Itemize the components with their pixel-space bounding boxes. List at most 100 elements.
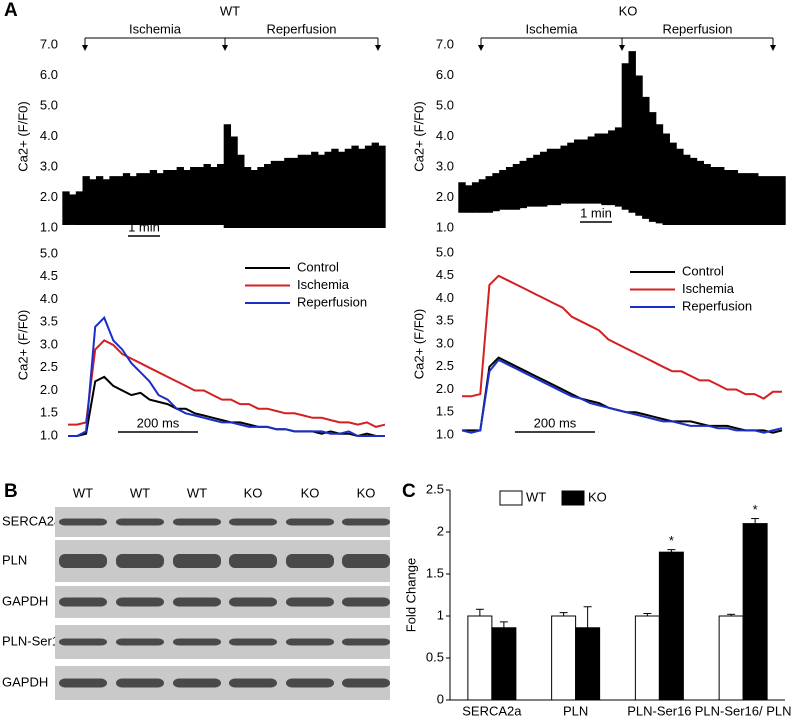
bar: [467, 615, 493, 701]
bar: [718, 615, 744, 701]
x-tick-label: SERCA2a: [462, 703, 522, 718]
legend-label: Control: [682, 263, 724, 278]
lane-label: WT: [187, 485, 207, 500]
blot-band: [59, 678, 107, 688]
legend-swatch: [561, 490, 585, 506]
y-tick-label: 0.5: [426, 649, 444, 664]
y-axis-label: Ca2+ (F/F0): [411, 309, 426, 379]
row-label: SERCA2a: [2, 513, 62, 528]
blot-band: [229, 597, 277, 607]
y-axis-label: Ca2+ (F/F0): [15, 101, 30, 171]
panel-label: B: [4, 481, 18, 502]
blot-strip: [55, 507, 390, 537]
lane-label: KO: [244, 485, 263, 500]
legend-label: Reperfusion: [682, 298, 752, 313]
lane-label: KO: [301, 485, 320, 500]
y-tick-label: 5.0: [436, 244, 454, 259]
phase-arrowhead: [222, 45, 228, 51]
y-tick-label: 1.5: [436, 404, 454, 419]
y-tick-label: 1.0: [40, 219, 58, 234]
blot-band: [229, 678, 277, 688]
blot-band: [59, 518, 107, 526]
legend-label: Control: [297, 259, 339, 274]
x-tick-label: PLN: [563, 703, 588, 718]
lane-label: KO: [357, 485, 376, 500]
phase-label: Reperfusion: [266, 21, 336, 36]
bar: [742, 523, 768, 701]
bar: [658, 551, 684, 701]
blot-strip: [55, 540, 390, 582]
phase-arrowhead: [375, 45, 381, 51]
legend-label: Ischemia: [297, 277, 350, 292]
legend-swatch: [499, 490, 523, 506]
y-tick-label: 2.5: [436, 358, 454, 373]
blot-band: [342, 638, 390, 646]
blot-band: [286, 518, 334, 526]
panel-label: A: [4, 0, 18, 21]
blot-band: [286, 597, 334, 607]
y-tick-label: 1: [437, 607, 444, 622]
y-tick-label: 3.0: [40, 336, 58, 351]
blot-band: [116, 554, 164, 568]
lane-label: WT: [130, 485, 150, 500]
y-tick-label: 1.5: [426, 565, 444, 580]
data-line: [68, 375, 385, 438]
blot-band: [173, 597, 221, 607]
y-tick-label: 4.0: [40, 291, 58, 306]
y-axis-label: Ca2+ (F/F0): [411, 101, 426, 171]
chart-title: KO: [619, 3, 638, 18]
scale-bar-label: 200 ms: [534, 415, 577, 430]
y-tick-label: 6.0: [436, 67, 454, 82]
y-tick-label: 3.0: [436, 335, 454, 350]
blot-band: [173, 638, 221, 646]
y-tick-label: 4.5: [436, 267, 454, 282]
blot-band: [116, 518, 164, 526]
y-tick-label: 7.0: [40, 36, 58, 51]
y-tick-label: 1.0: [40, 427, 58, 442]
y-tick-label: 1.0: [436, 219, 454, 234]
phase-arrowhead: [478, 45, 484, 51]
y-tick-label: 4.0: [40, 128, 58, 143]
y-tick-label: 2.5: [426, 481, 444, 496]
phase-label: Ischemia: [129, 21, 182, 36]
bar: [575, 627, 601, 701]
bar: [634, 615, 660, 701]
y-tick-label: 0: [437, 691, 444, 706]
y-tick-label: 2.0: [436, 381, 454, 396]
phase-label: Ischemia: [525, 21, 578, 36]
y-axis-label: Ca2+ (F/F0): [15, 310, 30, 380]
phase-arrowhead: [770, 45, 776, 51]
bar: [551, 615, 577, 701]
blot-band: [59, 638, 107, 646]
chart-title: WT: [220, 3, 240, 18]
row-label: PLN: [2, 552, 27, 567]
blot-band: [116, 597, 164, 607]
blot-band: [173, 678, 221, 688]
blot-band: [59, 554, 107, 568]
y-tick-label: 4.0: [436, 290, 454, 305]
y-tick-label: 3.0: [40, 158, 58, 173]
y-axis-label: Fold Change: [403, 558, 418, 632]
blot-band: [229, 518, 277, 526]
blot-strip: [55, 666, 390, 700]
data-line: [462, 356, 783, 434]
phase-arrowhead: [619, 45, 625, 51]
y-tick-label: 2.5: [40, 359, 58, 374]
phase-arrowhead: [82, 45, 88, 51]
y-tick-label: 2.0: [436, 189, 454, 204]
y-tick-label: 2: [437, 523, 444, 538]
y-tick-label: 3.5: [40, 314, 58, 329]
scale-bar-label: 1 min: [128, 219, 160, 234]
y-tick-label: 3.0: [436, 158, 454, 173]
data-line: [68, 339, 386, 428]
blot-band: [116, 678, 164, 688]
y-tick-label: 5.0: [40, 245, 58, 260]
y-tick-label: 2.0: [40, 189, 58, 204]
bar: [491, 627, 517, 701]
data-line: [461, 358, 783, 434]
phase-label: Reperfusion: [662, 21, 732, 36]
y-tick-label: 5.0: [436, 97, 454, 112]
data-line: [68, 315, 385, 437]
data-line: [462, 274, 782, 400]
